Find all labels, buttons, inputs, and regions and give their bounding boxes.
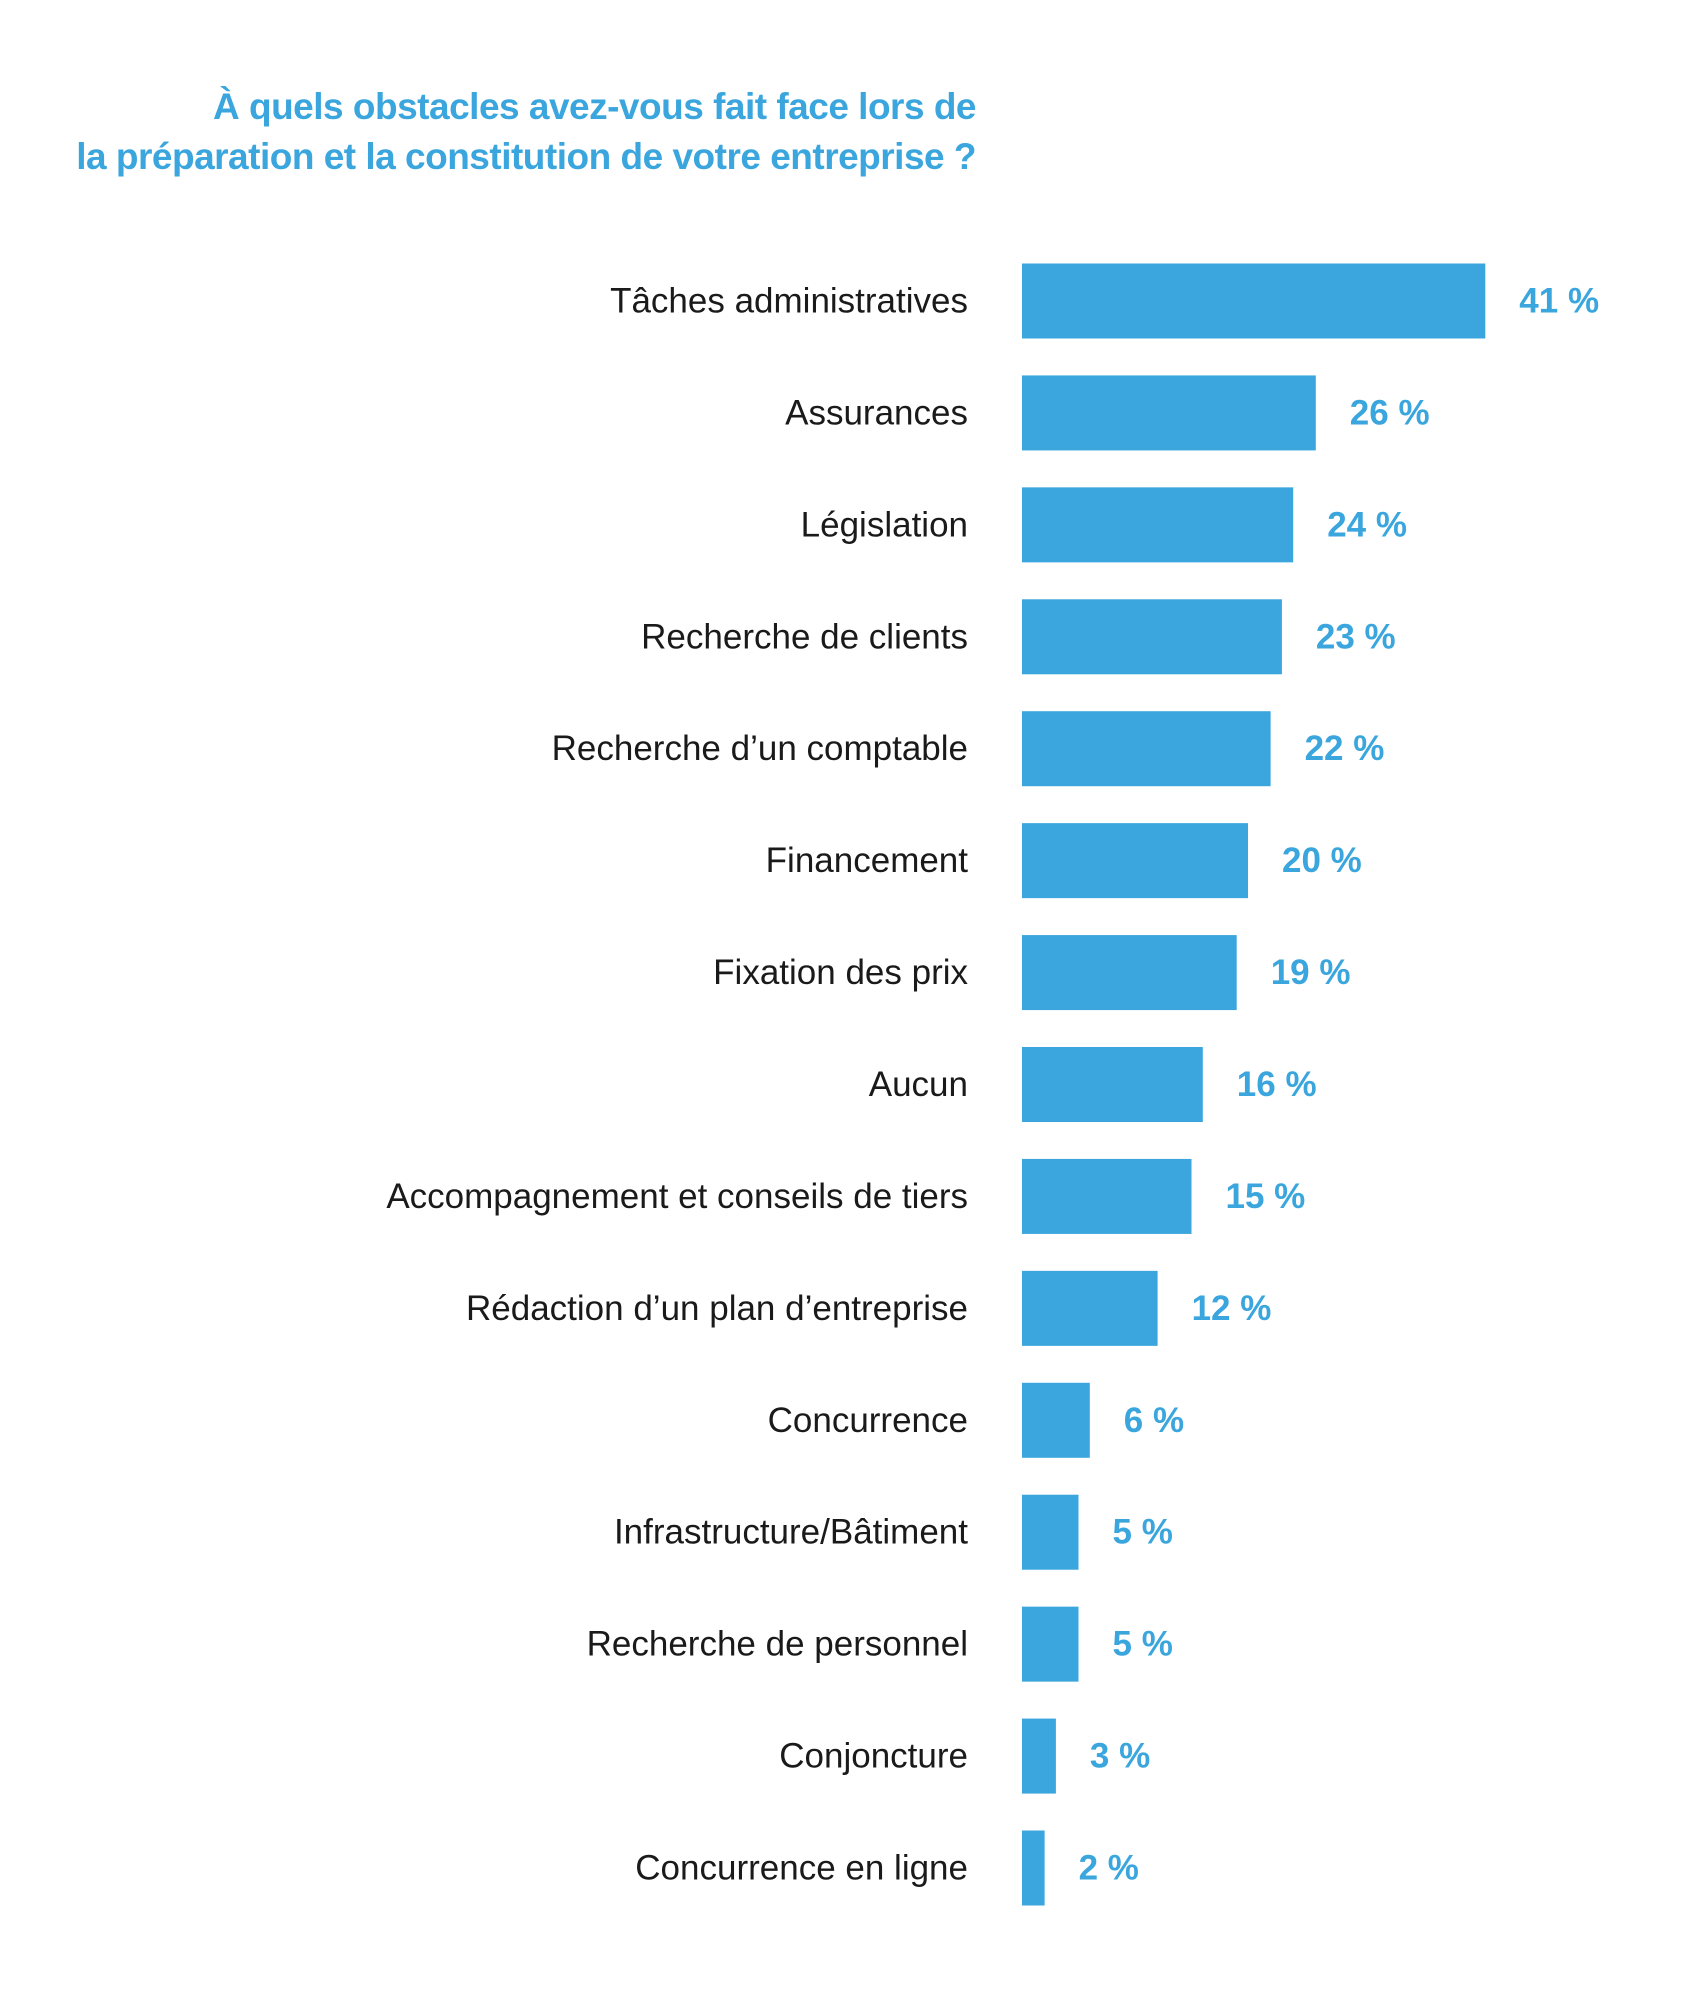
bar-row: Accompagnement et conseils de tiers 15 % — [386, 1158, 1306, 1234]
bar — [1022, 1830, 1045, 1906]
value-label: 22 % — [1305, 729, 1385, 768]
value-label: 20 % — [1282, 841, 1362, 880]
value-label: 5 % — [1113, 1625, 1173, 1664]
category-label: Accompagnement et conseils de tiers — [386, 1177, 968, 1216]
category-label: Financement — [766, 841, 969, 880]
category-label: Législation — [801, 505, 968, 544]
bar — [1022, 375, 1316, 451]
bar — [1022, 1270, 1158, 1346]
category-label: Aucun — [869, 1065, 968, 1104]
bar — [1022, 935, 1237, 1011]
bar-row: Rédaction d’un plan d’entreprise 12 % — [466, 1270, 1272, 1346]
bar-row: Financement 20 % — [766, 823, 1362, 899]
chart-title-line-2: la préparation et la constitution de vot… — [76, 136, 976, 177]
category-label: Tâches administratives — [610, 282, 968, 321]
bar — [1022, 1382, 1090, 1458]
category-label: Conjoncture — [779, 1737, 968, 1776]
category-label: Infrastructure/Bâtiment — [614, 1513, 968, 1552]
bar-row: Concurrence 6 % — [768, 1382, 1184, 1458]
bar — [1022, 263, 1486, 339]
category-label: Recherche d’un comptable — [552, 729, 968, 768]
bar-row: Recherche de clients 23 % — [641, 599, 1396, 675]
chart-title: À quels obstacles avez-vous fait face lo… — [0, 82, 976, 182]
bar — [1022, 1494, 1079, 1570]
bar-row: Infrastructure/Bâtiment 5 % — [614, 1494, 1173, 1570]
bar — [1022, 823, 1248, 899]
bar-row: Conjoncture 3 % — [779, 1718, 1150, 1794]
chart-title-line-1: À quels obstacles avez-vous fait face lo… — [212, 86, 977, 127]
bar-row: Recherche de personnel 5 % — [587, 1606, 1173, 1682]
category-label: Rédaction d’un plan d’entreprise — [466, 1289, 968, 1328]
bar — [1022, 599, 1282, 675]
bar-row: Aucun 16 % — [869, 1047, 1317, 1122]
bar — [1022, 1047, 1203, 1122]
bar-row: Recherche d’un comptable 22 % — [552, 711, 1385, 787]
category-label: Fixation des prix — [713, 953, 968, 992]
bar — [1022, 711, 1271, 787]
value-label: 24 % — [1327, 505, 1407, 544]
value-label: 5 % — [1113, 1513, 1173, 1552]
value-label: 6 % — [1124, 1401, 1184, 1440]
bar-row: Fixation des prix 19 % — [713, 935, 1351, 1011]
bar — [1022, 1718, 1056, 1794]
value-label: 19 % — [1271, 953, 1351, 992]
value-label: 12 % — [1192, 1289, 1272, 1328]
category-label: Concurrence — [768, 1401, 968, 1440]
category-label: Assurances — [785, 393, 968, 432]
bar-row: Assurances 26 % — [785, 375, 1430, 451]
value-label: 3 % — [1090, 1737, 1150, 1776]
category-label: Recherche de personnel — [587, 1625, 968, 1664]
value-label: 23 % — [1316, 617, 1396, 656]
value-label: 16 % — [1237, 1065, 1317, 1104]
value-label: 41 % — [1519, 282, 1599, 321]
bar-row: Législation 24 % — [801, 487, 1407, 563]
category-label: Concurrence en ligne — [635, 1849, 968, 1888]
bar-row: Concurrence en ligne 2 % — [635, 1830, 1139, 1906]
value-label: 2 % — [1079, 1849, 1139, 1888]
bar — [1022, 1606, 1079, 1682]
category-label: Recherche de clients — [641, 617, 968, 656]
bar — [1022, 487, 1294, 563]
bar-row: Tâches administratives 41 % — [610, 263, 1599, 339]
bar — [1022, 1158, 1192, 1234]
value-label: 15 % — [1226, 1177, 1306, 1216]
value-label: 26 % — [1350, 393, 1430, 432]
